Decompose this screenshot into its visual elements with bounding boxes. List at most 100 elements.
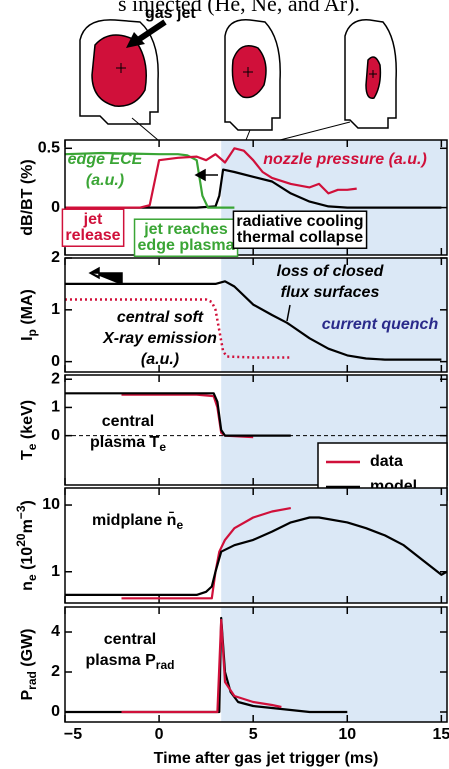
y-axis-label: ne (1020m−3) <box>14 500 39 591</box>
annotation: flux surfaces <box>281 284 380 301</box>
text-part: e <box>159 440 166 454</box>
shaded-region <box>221 258 447 372</box>
y-tick-label: 0 <box>51 703 60 720</box>
pointer-arrow <box>194 168 218 182</box>
text-part: (MA) <box>19 289 36 329</box>
panel-frame <box>64 374 448 486</box>
text-part: rad <box>25 671 39 690</box>
y-tick-label: 2 <box>51 370 60 387</box>
y-tick-label: 2 <box>51 249 60 266</box>
jet-arrow <box>136 19 167 43</box>
text-part: e <box>176 518 183 532</box>
y-tick-label: 0 <box>51 427 60 444</box>
annotation: plasma Prad <box>86 652 175 672</box>
axis-cross <box>116 63 377 78</box>
annotation: loss of closed <box>277 263 385 280</box>
pointer-arrow <box>88 266 123 285</box>
text-part: current quench <box>322 316 439 333</box>
annotation-box <box>61 208 125 247</box>
text-part: release <box>65 227 120 244</box>
pointer-arrow <box>286 304 291 322</box>
annotation: central <box>102 413 154 430</box>
cross-sections <box>79 19 397 141</box>
panel-frame <box>64 487 448 604</box>
text-part: −3 <box>14 505 28 519</box>
annotation: jet <box>83 211 103 228</box>
text-part: jet <box>83 211 103 228</box>
y-tick-label: 10 <box>42 496 60 513</box>
text-part: nozzle pressure (a.u.) <box>263 151 427 168</box>
y-tick-label: 0 <box>51 353 60 370</box>
series-line <box>65 168 442 209</box>
y-axis-label: Te (keV) <box>19 400 39 460</box>
series-line <box>65 298 291 359</box>
x-tick-label: −5 <box>64 726 82 743</box>
series-line <box>65 280 442 361</box>
y-tick-label: 1 <box>51 563 60 580</box>
text-part: edge plasma <box>138 237 235 254</box>
text-part: dB/BT (%) <box>19 159 36 235</box>
text-part: P <box>19 690 36 701</box>
text-part: loss of closed <box>277 263 385 280</box>
series-line <box>65 147 357 209</box>
text-part: central <box>102 413 154 430</box>
text-part: plasma T <box>90 434 160 451</box>
panel: 0 1 2 Ip (MA) loss of closed flux surfaces cen… <box>19 249 448 373</box>
annotation: radiative cooling <box>236 213 363 230</box>
text-part: (GW) <box>19 628 36 671</box>
x-tick-label: 15 <box>432 726 449 743</box>
annotation: release <box>65 227 120 244</box>
plasma <box>91 34 147 107</box>
text-part: e <box>25 443 39 450</box>
annotation: central <box>104 631 156 648</box>
annotation: edge ECE <box>68 151 144 168</box>
text-part: (keV) <box>19 400 36 444</box>
annotation-box <box>232 210 368 249</box>
y-tick-label: 4 <box>51 623 60 640</box>
panel-frame <box>64 257 448 373</box>
gas-jet-label: gas jet <box>145 5 196 22</box>
x-tick-label: 0 <box>155 726 164 743</box>
annotation-box <box>133 218 239 257</box>
text-part: rad <box>156 658 175 672</box>
text-part: ) <box>19 500 36 505</box>
y-tick-label: 0.5 <box>38 140 60 157</box>
text-part: e <box>25 574 39 581</box>
text-part: I <box>19 336 36 340</box>
series-line <box>121 507 291 600</box>
y-tick-label: 1 <box>51 399 60 416</box>
text-part: 20 <box>14 533 28 547</box>
annotation: plasma Te <box>90 434 166 454</box>
annotation: jet reaches <box>143 221 228 238</box>
y-axis-label: Ip (MA) <box>19 289 39 341</box>
text-part: m <box>19 519 36 533</box>
annotation: thermal collapse <box>237 229 363 246</box>
text-part: midplane n̄ <box>92 510 176 529</box>
x-tick-label: 10 <box>338 726 356 743</box>
panel: 0 0.5dB/BT (%) edge ECE (a.u.) nozzle pressu… <box>19 139 448 257</box>
annotation: X-ray emission <box>102 330 217 347</box>
annotation: edge plasma <box>138 237 235 254</box>
y-tick-label: 0 <box>51 199 60 216</box>
text-part: n <box>19 581 36 591</box>
jet-arrowhead <box>126 32 145 48</box>
connector <box>131 117 351 141</box>
panel-frame <box>64 139 448 256</box>
shaded-region <box>221 607 447 722</box>
text-part: thermal collapse <box>237 229 363 246</box>
annotation: central soft <box>117 309 204 326</box>
y-tick-label: 2 <box>51 663 60 680</box>
annotation: current quench <box>322 316 439 333</box>
text-part: (a.u.) <box>141 351 179 368</box>
text-part: flux surfaces <box>281 284 380 301</box>
text-part: edge ECE <box>68 151 144 168</box>
text-part: p <box>25 329 39 336</box>
header: s injected (He, Ne, and Ar). <box>118 0 360 16</box>
y-axis-label: dB/BT (%) <box>19 159 36 235</box>
panel-frame <box>64 606 448 723</box>
text-part: X-ray emission <box>102 330 217 347</box>
series-line <box>121 618 282 714</box>
annotation: (a.u.) <box>141 351 179 368</box>
